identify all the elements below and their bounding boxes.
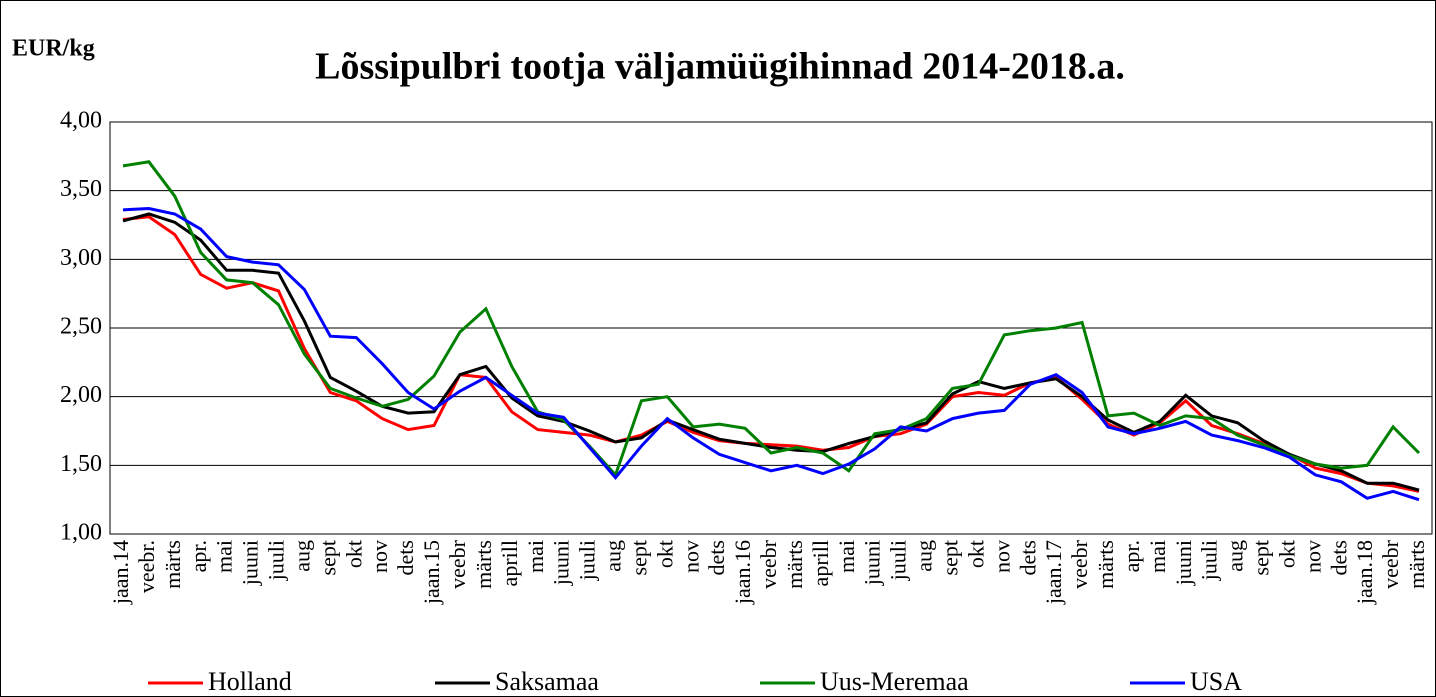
x-tick-label: aug: [601, 540, 626, 572]
x-tick-label: juuni: [549, 540, 574, 586]
x-tick-label: sept: [626, 540, 651, 575]
x-tick-label: dets: [1326, 540, 1351, 575]
x-tick-label: juuli: [1197, 540, 1222, 581]
series-line: [122, 212, 1420, 492]
x-tick-label: märts: [1404, 540, 1429, 589]
x-tick-label: mai: [212, 540, 237, 573]
x-tick-label: apr.: [186, 540, 211, 572]
x-tick-label: dets: [704, 540, 729, 575]
x-tick-label: jaan.14: [108, 540, 133, 605]
x-tick-label: märts: [160, 540, 185, 589]
x-tick-label: märts: [1093, 540, 1118, 589]
x-tick-label: dets: [393, 540, 418, 575]
x-tick-label: veebr: [445, 539, 470, 589]
y-tick-label: 2,00: [60, 382, 102, 408]
x-tick-label: aug: [289, 540, 314, 572]
x-tick-label: aug: [912, 540, 937, 572]
x-tick-label: okt: [652, 540, 677, 568]
x-tick-label: okt: [963, 540, 988, 568]
x-tick-label: sept: [315, 540, 340, 575]
y-tick-label: 3,50: [60, 176, 102, 202]
x-tick-label: dets: [1015, 540, 1040, 575]
x-tick-label: okt: [341, 540, 366, 568]
x-tick-label: veebr.: [134, 540, 159, 593]
x-tick-label: juuni: [860, 540, 885, 586]
x-tick-label: sept: [1249, 540, 1274, 575]
x-tick-label: aprill: [808, 540, 833, 586]
x-tick-label: jaan.16: [730, 540, 755, 605]
x-tick-label: juuli: [575, 540, 600, 581]
x-tick-label: jaan.15: [419, 540, 444, 605]
legend-label: Holland: [208, 667, 292, 696]
x-tick-label: juuli: [264, 540, 289, 581]
series-line: [122, 160, 1421, 478]
y-tick-label: 2,50: [60, 314, 102, 340]
y-axis-label: EUR/kg: [12, 36, 95, 62]
x-tick-label: veebr: [1378, 539, 1403, 589]
x-tick-label: nov: [1300, 540, 1325, 573]
x-tick-label: apr.: [1119, 540, 1144, 572]
x-tick-label: juuni: [238, 540, 263, 586]
legend-label: Uus-Meremaa: [820, 667, 969, 696]
x-tick-label: mai: [834, 540, 859, 573]
x-tick-label: sept: [937, 540, 962, 575]
x-tick-label: mai: [523, 540, 548, 573]
series-line: [122, 215, 1420, 493]
y-tick-label: 1,00: [60, 520, 102, 546]
legend-label: Saksamaa: [495, 667, 599, 696]
x-tick-label: jaan.17: [1041, 540, 1066, 605]
legend-label: USA: [1190, 667, 1242, 696]
x-tick-label: märts: [782, 540, 807, 589]
series-line: [122, 206, 1420, 502]
x-tick-label: mai: [1145, 540, 1170, 573]
x-tick-label: märts: [471, 540, 496, 589]
plot-area: [109, 121, 1433, 535]
y-tick-label: 1,50: [60, 451, 102, 477]
x-tick-label: veebr: [756, 539, 781, 589]
y-tick-label: 4,00: [60, 108, 102, 134]
chart-title: Lõssipulbri tootja väljamüügihinnad 2014…: [315, 46, 1125, 88]
y-tick-label: 3,00: [60, 245, 102, 271]
x-tick-label: juuni: [1171, 540, 1196, 586]
x-tick-label: veebr: [1067, 539, 1092, 589]
x-tick-label: nov: [367, 540, 392, 573]
x-tick-label: jaan.18: [1352, 540, 1377, 605]
x-tick-label: juuli: [886, 540, 911, 581]
x-tick-label: nov: [989, 540, 1014, 573]
x-tick-label: aprill: [497, 540, 522, 586]
x-tick-label: okt: [1274, 540, 1299, 568]
x-tick-label: nov: [678, 540, 703, 573]
x-tick-label: aug: [1223, 540, 1248, 572]
